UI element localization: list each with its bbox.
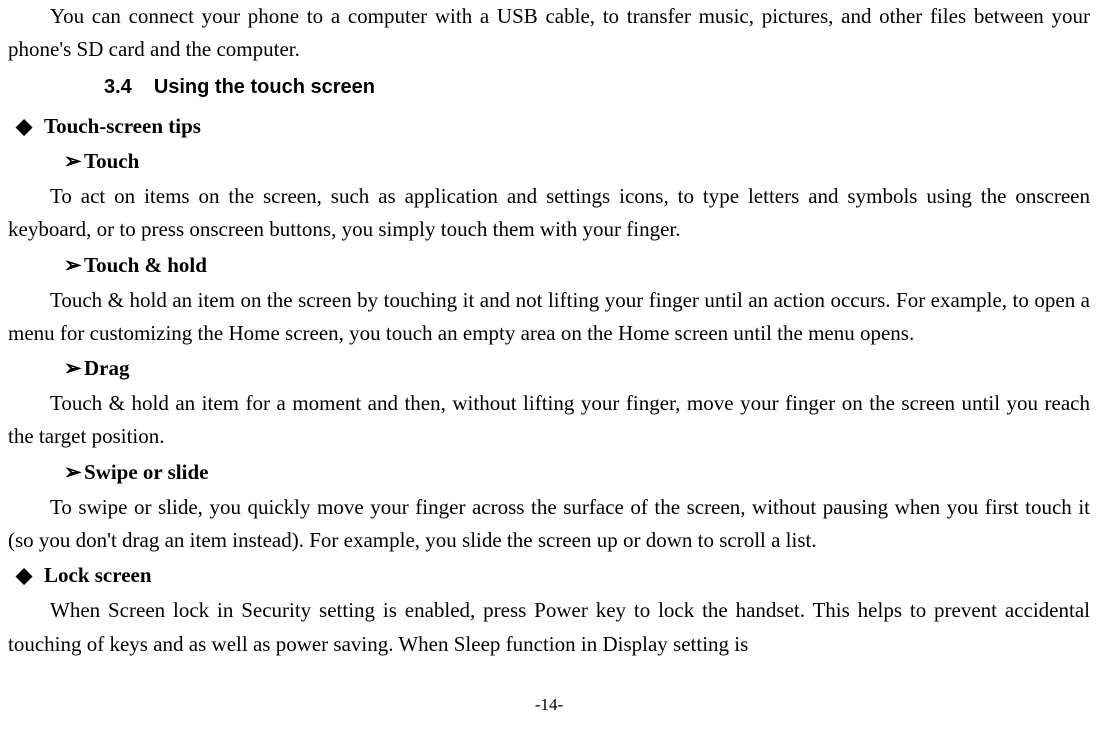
diamond-heading-text: Touch-screen tips <box>44 114 201 138</box>
intro-paragraph: You can connect your phone to a computer… <box>8 0 1090 66</box>
diamond-bullet-icon: ◆ <box>16 559 44 592</box>
body-paragraph: To swipe or slide, you quickly move your… <box>8 491 1090 557</box>
chevron-bullet-icon: ➢ <box>64 249 84 282</box>
diamond-heading-lock: ◆Lock screen <box>16 559 1090 592</box>
chevron-title: Swipe or slide <box>84 460 208 484</box>
document-page: You can connect your phone to a computer… <box>8 0 1090 661</box>
chevron-title: Touch & hold <box>84 253 207 277</box>
section-title: Using the touch screen <box>154 76 375 98</box>
chevron-heading-touch: ➢Touch <box>64 145 1090 178</box>
body-paragraph: When Screen lock in Security setting is … <box>8 594 1090 660</box>
chevron-heading-drag: ➢Drag <box>64 352 1090 385</box>
diamond-heading-text: Lock screen <box>44 563 152 587</box>
page-number: -14- <box>0 692 1098 719</box>
chevron-title: Drag <box>84 356 130 380</box>
chevron-title: Touch <box>84 149 139 173</box>
chevron-heading-touch-hold: ➢Touch & hold <box>64 249 1090 282</box>
chevron-bullet-icon: ➢ <box>64 145 84 178</box>
chevron-bullet-icon: ➢ <box>64 352 84 385</box>
chevron-bullet-icon: ➢ <box>64 456 84 489</box>
body-paragraph: To act on items on the screen, such as a… <box>8 180 1090 246</box>
body-paragraph: Touch & hold an item for a moment and th… <box>8 387 1090 453</box>
section-heading: 3.4 Using the touch screen <box>104 72 1090 104</box>
chevron-heading-swipe: ➢Swipe or slide <box>64 456 1090 489</box>
section-number: 3.4 <box>104 72 132 104</box>
diamond-bullet-icon: ◆ <box>16 110 44 143</box>
diamond-heading-tips: ◆Touch-screen tips <box>16 110 1090 143</box>
body-paragraph: Touch & hold an item on the screen by to… <box>8 284 1090 350</box>
